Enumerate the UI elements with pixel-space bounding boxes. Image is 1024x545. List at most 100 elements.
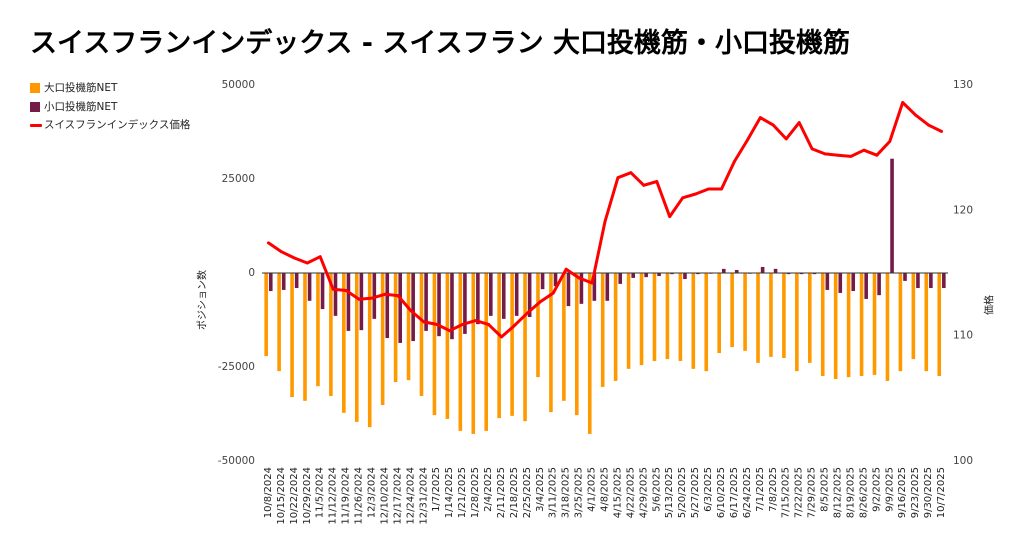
large-speculators-net-bar: [600, 273, 605, 387]
small-speculators-net-bar: [734, 269, 739, 273]
x-axis-date-label: 10/7/2025: [936, 467, 947, 518]
large-speculators-net-bar: [549, 273, 553, 413]
price-point: [629, 171, 633, 175]
price-point: [707, 187, 710, 191]
price-point: [422, 320, 426, 324]
price-point: [758, 116, 762, 119]
small-speculators-net-bar: [450, 273, 454, 340]
price-point: [603, 220, 607, 224]
x-axis-date-label: 4/8/2025: [600, 467, 611, 512]
legend-swatch-line: [30, 124, 42, 127]
small-speculators-net-bar: [398, 273, 403, 343]
x-axis-date-label: 2/4/2025: [483, 467, 494, 512]
small-speculators-net-bar: [890, 158, 894, 273]
price-point: [513, 324, 516, 327]
large-speculators-net-bar: [471, 273, 476, 434]
price-point: [616, 176, 620, 180]
legend-item-large-speculators: 大口投機筋NET: [30, 79, 195, 98]
large-speculators-net-bar: [419, 273, 424, 396]
small-speculators-net-bar: [411, 273, 415, 342]
large-speculators-net-bar: [329, 273, 333, 396]
left-axis-tick-label: 50000: [222, 79, 255, 91]
x-axis-date-label: 10/15/2024: [276, 467, 287, 525]
large-speculators-net-bar: [277, 273, 281, 372]
small-speculators-net-bar: [320, 273, 325, 310]
price-point: [280, 250, 283, 254]
x-axis-date-label: 4/1/2025: [587, 467, 598, 512]
price-point: [771, 123, 775, 127]
x-axis-date-label: 9/2/2025: [871, 467, 882, 512]
large-speculators-net-bar: [587, 273, 592, 434]
price-point: [357, 297, 361, 301]
small-speculators-net-bar: [489, 273, 493, 316]
price-point: [849, 155, 853, 158]
legend-item-price-index: スイスフランインデックス価格: [30, 116, 195, 135]
x-axis-date-label: 5/27/2025: [690, 467, 701, 518]
small-speculators-net-bar: [385, 273, 390, 339]
x-axis-date-label: 8/12/2025: [833, 467, 844, 518]
legend-label: 大口投機筋NET: [44, 82, 118, 94]
x-axis-date-label: 12/3/2024: [367, 467, 378, 518]
large-speculators-net-bar: [730, 273, 734, 348]
large-speculators-net-bar: [898, 273, 903, 372]
left-axis-tick-label: 25000: [222, 173, 255, 185]
large-speculators-net-bar: [316, 273, 320, 387]
large-speculators-net-bar: [510, 273, 514, 416]
large-speculators-net-bar: [885, 273, 890, 381]
x-axis-date-label: 3/18/2025: [561, 467, 572, 518]
right-axis-tick-label: 100: [953, 455, 973, 467]
small-speculators-net-bar: [437, 273, 441, 337]
left-axis-tick-label: 0: [248, 267, 255, 279]
x-axis-date-label: 9/16/2025: [897, 467, 908, 518]
large-speculators-net-bar: [562, 273, 566, 401]
large-speculators-net-bar: [484, 273, 489, 431]
large-speculators-net-bar: [782, 273, 786, 358]
price-point: [461, 323, 464, 326]
price-point: [370, 296, 374, 300]
chart-legend: 大口投機筋NET 小口投機筋NET スイスフランインデックス価格: [30, 79, 195, 135]
large-speculators-net-bar: [342, 273, 346, 413]
x-axis-date-label: 11/5/2024: [315, 467, 326, 518]
price-point: [642, 183, 646, 187]
x-axis-date-label: 7/8/2025: [768, 467, 779, 512]
small-speculators-net-bar: [877, 273, 881, 296]
small-speculators-net-bar: [592, 273, 597, 301]
x-axis-date-label: 11/26/2024: [354, 467, 365, 525]
x-axis-date-label: 9/23/2025: [910, 467, 921, 518]
small-speculators-net-bar: [424, 273, 428, 331]
large-speculators-net-bar: [769, 273, 773, 357]
price-point: [590, 281, 594, 285]
legend-swatch-square: [30, 101, 40, 112]
small-speculators-net-bar: [851, 273, 856, 292]
small-speculators-net-bar: [825, 273, 830, 290]
legend-label: 小口投機筋NET: [44, 100, 118, 113]
small-speculators-net-bar: [696, 273, 700, 275]
large-speculators-net-bar: [367, 273, 372, 428]
small-speculators-net-bar: [644, 273, 648, 278]
small-speculators-net-bar: [799, 273, 804, 275]
x-axis-date-label: 7/1/2025: [755, 467, 766, 512]
x-axis-date-label: 8/19/2025: [845, 467, 856, 518]
left-axis-tick-label: -25000: [218, 361, 255, 373]
small-speculators-net-bar: [864, 273, 868, 299]
small-speculators-net-bar: [916, 273, 920, 289]
small-speculators-net-bar: [294, 273, 299, 289]
x-axis-date-label: 10/8/2024: [263, 467, 274, 518]
small-speculators-net-bar: [476, 273, 480, 325]
large-speculators-net-bar: [833, 273, 838, 380]
large-speculators-net-bar: [704, 273, 709, 372]
price-point: [448, 329, 452, 333]
price-point: [927, 123, 930, 127]
large-speculators-net-bar: [717, 273, 721, 354]
large-speculators-net-bar: [497, 273, 501, 419]
price-point: [409, 309, 413, 312]
price-point: [746, 138, 749, 142]
price-point: [733, 160, 736, 163]
x-axis-date-label: 3/11/2025: [548, 467, 559, 518]
price-point: [396, 294, 400, 297]
x-axis-date-label: 3/4/2025: [535, 467, 546, 512]
x-axis-date-label: 10/29/2024: [302, 467, 313, 525]
price-point: [383, 292, 387, 296]
small-speculators-net-bar: [605, 273, 610, 301]
price-point: [681, 196, 685, 200]
